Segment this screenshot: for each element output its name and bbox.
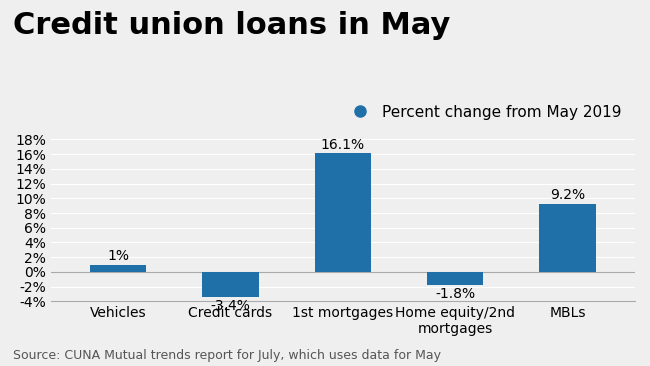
Text: -3.4%: -3.4% xyxy=(211,299,250,313)
Bar xyxy=(90,265,146,272)
Text: Credit union loans in May: Credit union loans in May xyxy=(13,11,450,40)
Bar xyxy=(427,272,484,285)
Text: 9.2%: 9.2% xyxy=(550,188,585,202)
Legend: Percent change from May 2019: Percent change from May 2019 xyxy=(339,98,627,126)
Text: 16.1%: 16.1% xyxy=(321,138,365,152)
Text: Source: CUNA Mutual trends report for July, which uses data for May: Source: CUNA Mutual trends report for Ju… xyxy=(13,349,441,362)
Bar xyxy=(315,153,371,272)
Bar xyxy=(540,204,595,272)
Text: -1.8%: -1.8% xyxy=(435,287,475,301)
Text: 1%: 1% xyxy=(107,249,129,263)
Bar xyxy=(202,272,259,297)
